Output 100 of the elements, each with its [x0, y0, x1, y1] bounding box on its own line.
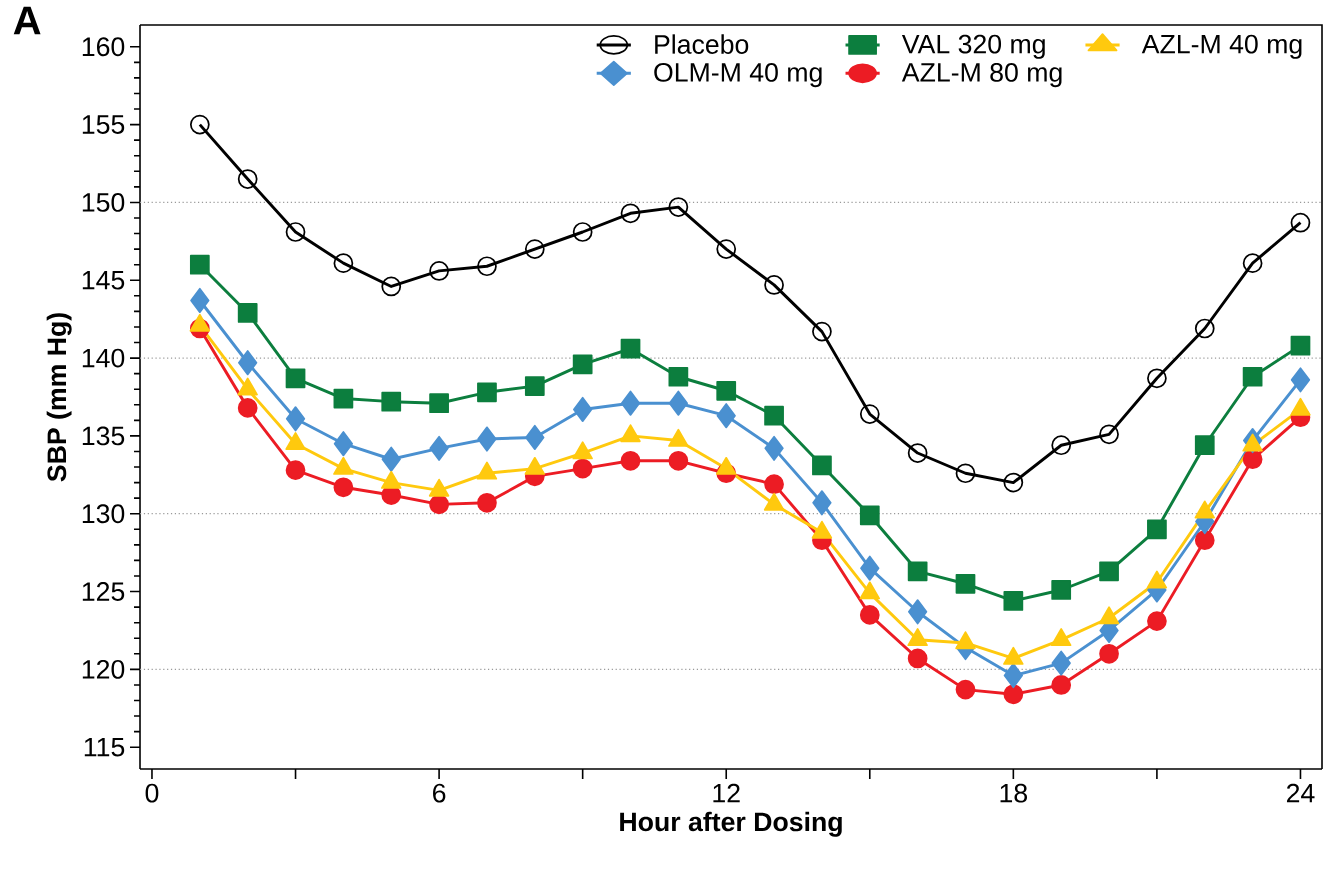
legend-label: AZL-M 40 mg [1141, 34, 1302, 59]
point [1194, 435, 1215, 456]
point [1290, 212, 1311, 233]
legend-label: OLM-M 40 mg [654, 62, 822, 88]
point [764, 275, 784, 295]
point [1003, 684, 1024, 705]
point [1051, 435, 1072, 456]
point [1147, 519, 1167, 540]
y-tick-label: 145 [82, 270, 125, 290]
point [333, 431, 354, 457]
y-axis-title: SBP (mm Hg) [46, 313, 72, 482]
point [620, 203, 641, 224]
y-tick-label: 155 [82, 115, 125, 134]
point [1003, 663, 1023, 689]
point [1147, 611, 1167, 631]
point [285, 406, 306, 432]
point [572, 354, 593, 375]
point [1242, 449, 1263, 470]
point [716, 239, 737, 259]
point [1099, 424, 1119, 445]
y-tick-label: 160 [82, 37, 125, 57]
point [333, 388, 354, 409]
point [859, 505, 880, 526]
point [237, 398, 258, 418]
point [955, 573, 976, 594]
point [859, 404, 880, 424]
point [333, 253, 354, 273]
point [955, 463, 976, 484]
point [1099, 643, 1119, 664]
point [1051, 580, 1072, 600]
point [381, 391, 402, 412]
point [237, 303, 258, 323]
point [812, 455, 832, 476]
point [1003, 591, 1024, 611]
point [237, 169, 258, 189]
point [668, 390, 689, 416]
y-tick-label: 135 [82, 426, 125, 446]
point [955, 679, 976, 700]
x-tick-label: 12 [713, 783, 740, 803]
x-tick-label: 18 [1000, 783, 1028, 803]
point [1290, 335, 1311, 356]
y-tick-label: 125 [82, 582, 125, 601]
point [572, 458, 593, 479]
x-tick-label: 0 [145, 783, 159, 803]
point [620, 450, 641, 471]
y-tick-label: 120 [82, 659, 125, 679]
point [1194, 318, 1215, 339]
point [1003, 472, 1024, 493]
point [859, 605, 880, 625]
legend-label: VAL 320 mg [901, 34, 1045, 59]
point [524, 376, 545, 396]
point [812, 490, 832, 516]
legend-label: Placebo [655, 34, 749, 54]
point [716, 403, 736, 429]
point [429, 261, 449, 281]
y-tick-label: 130 [82, 504, 125, 524]
point [1099, 561, 1119, 582]
point [381, 276, 402, 297]
point [381, 446, 401, 472]
point [668, 450, 689, 471]
point [477, 382, 497, 403]
point [525, 424, 545, 451]
point [573, 396, 593, 423]
point [1194, 530, 1215, 551]
point [189, 254, 210, 275]
point [429, 435, 449, 461]
point [524, 239, 545, 259]
point [1242, 366, 1263, 387]
point [285, 460, 306, 481]
x-axis-title: Hour after Dosing [620, 811, 842, 837]
point [477, 492, 497, 513]
point [1147, 368, 1167, 389]
x-tick-label: 6 [433, 783, 446, 803]
point [668, 366, 689, 387]
point [333, 477, 354, 498]
legend-label: AZL-M 80 mg [901, 62, 1062, 88]
point [572, 222, 593, 242]
point [620, 338, 641, 359]
point [860, 555, 880, 581]
y-tick-label: 140 [82, 348, 125, 368]
point [238, 350, 258, 376]
point [285, 368, 306, 389]
point [907, 648, 928, 669]
point [764, 435, 784, 461]
point [907, 443, 928, 463]
point [1290, 367, 1311, 393]
point [189, 114, 210, 135]
y-tick-label: 115 [84, 737, 125, 757]
point [477, 256, 497, 277]
x-tick-label: 24 [1286, 783, 1315, 803]
point [812, 321, 832, 342]
point [1051, 650, 1071, 676]
point [190, 287, 210, 314]
point [907, 599, 928, 625]
point [668, 197, 689, 217]
point [429, 393, 449, 414]
point [764, 405, 784, 426]
point [1242, 253, 1263, 273]
point [1051, 675, 1072, 695]
point [907, 561, 928, 582]
